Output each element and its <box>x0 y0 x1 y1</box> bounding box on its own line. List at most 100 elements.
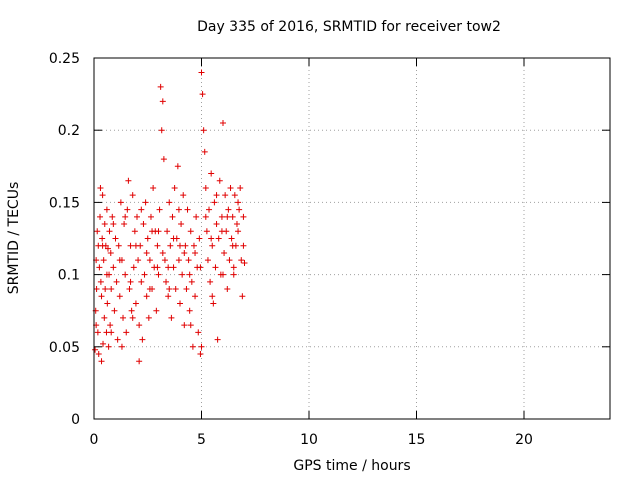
data-point <box>220 271 226 278</box>
data-point <box>98 293 105 300</box>
data-point <box>164 228 171 235</box>
data-point <box>126 286 133 293</box>
data-point <box>222 192 229 199</box>
data-point <box>117 199 124 206</box>
data-point <box>175 206 182 213</box>
data-point <box>235 228 242 235</box>
x-tick-label: 5 <box>197 432 206 448</box>
x-tick-label: 15 <box>408 432 426 448</box>
data-point <box>171 184 178 191</box>
data-point <box>131 228 138 235</box>
data-point <box>123 329 130 336</box>
data-point <box>120 314 127 321</box>
y-tick-label: 0.15 <box>49 195 80 211</box>
data-point <box>150 184 157 191</box>
data-point <box>237 184 244 191</box>
data-points <box>92 69 248 365</box>
data-point <box>221 249 228 256</box>
data-point <box>170 235 177 242</box>
data-point <box>128 307 135 314</box>
data-point <box>132 242 139 249</box>
data-point <box>93 286 100 293</box>
data-point <box>168 314 175 321</box>
data-point <box>110 264 117 271</box>
data-point <box>136 358 143 365</box>
data-point <box>105 343 112 350</box>
data-point <box>209 293 216 300</box>
data-point <box>225 206 232 213</box>
data-point <box>113 278 120 285</box>
data-point <box>114 336 121 343</box>
data-point <box>228 235 235 242</box>
data-point <box>97 278 104 285</box>
x-axis-label: GPS time / hours <box>293 458 410 474</box>
data-point <box>143 293 150 300</box>
data-point <box>107 322 114 329</box>
data-point <box>96 264 103 271</box>
data-point <box>208 170 215 177</box>
data-point <box>214 336 221 343</box>
data-point <box>177 242 183 249</box>
data-point <box>146 257 153 264</box>
data-point <box>226 257 233 264</box>
data-point <box>98 358 105 365</box>
data-point <box>230 271 237 278</box>
data-point <box>181 322 188 329</box>
data-point <box>129 314 136 321</box>
data-point <box>170 264 177 271</box>
data-point <box>159 98 166 105</box>
data-point <box>233 221 240 228</box>
data-point <box>227 184 234 191</box>
data-point <box>177 300 183 307</box>
data-point <box>121 221 128 228</box>
data-point <box>153 307 160 314</box>
data-point <box>97 213 104 220</box>
data-point <box>115 242 122 249</box>
data-point <box>136 322 143 329</box>
data-point <box>155 228 162 235</box>
data-point <box>161 257 168 264</box>
data-point <box>174 163 181 170</box>
x-tick-label: 0 <box>90 432 99 448</box>
data-point <box>199 91 206 98</box>
y-tick-label: 0.25 <box>49 51 80 67</box>
data-point <box>218 213 225 220</box>
data-point <box>204 257 211 264</box>
data-point <box>111 307 118 314</box>
data-point <box>197 264 204 271</box>
data-point <box>110 221 117 228</box>
data-point <box>166 286 173 293</box>
data-point <box>216 177 223 184</box>
x-tick-label: 10 <box>300 432 318 448</box>
data-point <box>202 184 209 191</box>
data-point <box>196 235 203 242</box>
data-point <box>139 336 146 343</box>
y-tick-label: 0 <box>71 412 80 428</box>
data-point <box>197 351 204 358</box>
data-point <box>179 271 186 278</box>
data-point <box>186 307 193 314</box>
data-point <box>130 264 137 271</box>
data-point <box>201 148 208 155</box>
data-point <box>218 228 225 235</box>
data-point <box>230 264 237 271</box>
data-point <box>112 235 119 242</box>
data-point <box>145 314 152 321</box>
data-point <box>224 286 231 293</box>
data-point <box>198 69 205 76</box>
data-point <box>235 199 242 206</box>
data-point <box>104 300 111 307</box>
data-point <box>135 257 142 264</box>
data-point <box>195 329 202 336</box>
data-point <box>200 127 207 134</box>
data-point <box>229 242 236 249</box>
data-point <box>140 221 147 228</box>
data-point <box>165 264 172 271</box>
data-point <box>159 249 166 256</box>
data-point <box>209 242 216 249</box>
data-point <box>207 278 214 285</box>
data-point <box>178 221 185 228</box>
data-point <box>175 257 182 264</box>
plot-frame <box>93 57 611 420</box>
